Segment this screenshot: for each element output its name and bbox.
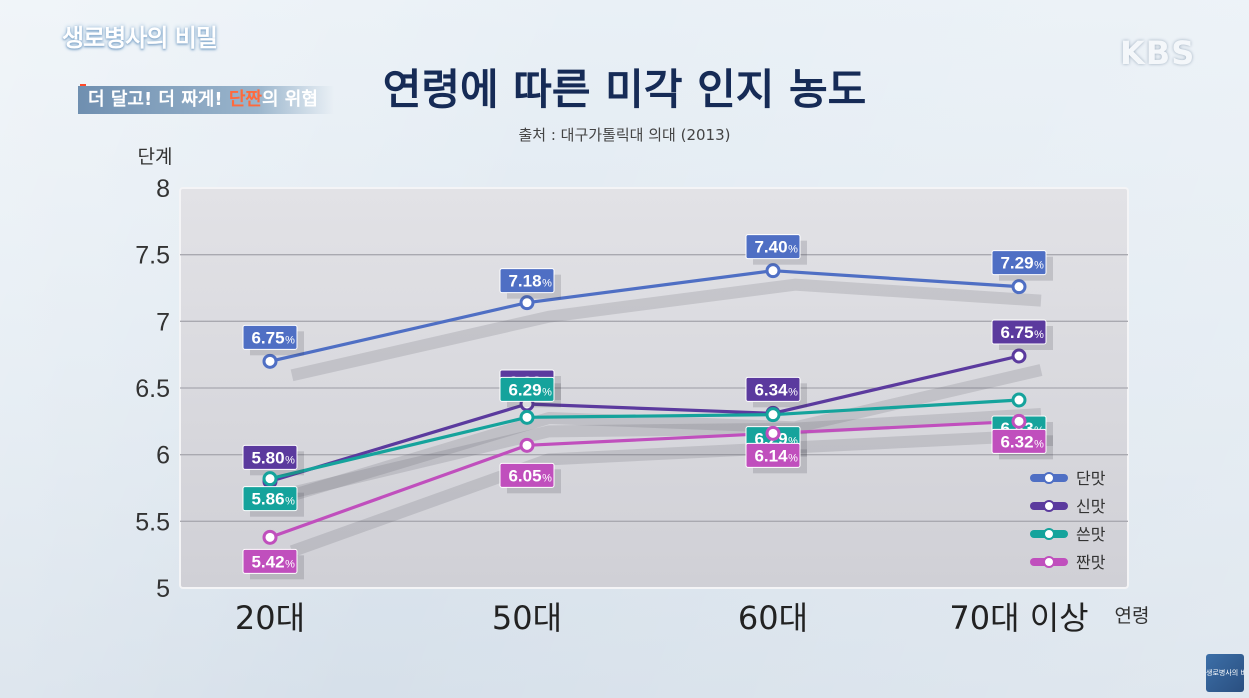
svg-text:%: % (542, 472, 552, 484)
broadcaster-logo: KBS (1120, 34, 1196, 72)
svg-text:%: % (542, 278, 552, 290)
svg-text:5.42: 5.42 (251, 552, 284, 571)
series-line-1 (269, 269, 1020, 363)
data-point (262, 529, 278, 545)
series-shadow-2 (290, 364, 1043, 502)
data-label: 7.18% (499, 268, 561, 299)
legend-label: 쓴맛 (1076, 525, 1106, 544)
svg-text:6.34: 6.34 (754, 380, 788, 399)
legend-label: 단맛 (1076, 469, 1106, 488)
svg-text:6.32: 6.32 (1000, 432, 1033, 451)
legend-label: 신맛 (1076, 497, 1106, 516)
data-point (519, 409, 535, 425)
y-tick-label: 5.5 (135, 508, 170, 536)
svg-text:7.40: 7.40 (754, 238, 787, 257)
svg-text:%: % (1034, 260, 1044, 272)
data-label: 6.34% (745, 376, 807, 408)
data-point (1011, 392, 1027, 408)
svg-text:6.14: 6.14 (754, 446, 788, 465)
y-tick-label: 7 (156, 308, 170, 336)
svg-text:5.86: 5.86 (251, 490, 284, 509)
data-point (765, 425, 781, 441)
y-tick-label: 5 (156, 575, 170, 603)
svg-text:%: % (788, 386, 798, 398)
svg-text:%: % (285, 496, 295, 508)
data-label: 6.29% (499, 376, 561, 408)
x-tick-label: 20대 (235, 599, 305, 637)
y-tick-label: 6.5 (135, 375, 170, 403)
legend-marker (1043, 528, 1055, 540)
legend-label: 짠맛 (1076, 553, 1106, 572)
episode-title: 더 달고! 더 짜게! 단짠의 위협 (78, 86, 334, 114)
svg-text:6.05: 6.05 (508, 466, 541, 485)
svg-text:7.29: 7.29 (1000, 254, 1033, 273)
x-axis-label: 연령 (1115, 605, 1150, 627)
svg-text:%: % (285, 454, 295, 466)
episode-highlight: 단짠 (228, 89, 262, 110)
x-tick-label: 70대 이상 (949, 599, 1088, 637)
y-tick-label: 7.5 (135, 242, 170, 270)
show-logo: 생로병사의 비밀 (62, 24, 218, 52)
data-point (262, 471, 278, 487)
data-label: 5.42% (242, 548, 304, 580)
data-point (519, 437, 535, 453)
data-label: 6.05% (499, 462, 561, 494)
y-axis-label: 단계 (138, 146, 173, 168)
data-label: 6.75% (242, 324, 304, 356)
svg-text:6.75: 6.75 (1000, 323, 1033, 342)
data-label: 7.29% (991, 250, 1053, 281)
series-shadow-3 (290, 408, 1042, 499)
y-tick-label: 6 (156, 442, 170, 470)
svg-text:5.80: 5.80 (251, 448, 284, 467)
data-label: 7.40% (745, 234, 807, 265)
legend-marker (1043, 556, 1055, 568)
series-shadow-4 (289, 429, 1042, 557)
data-point (765, 263, 781, 279)
legend-marker (1043, 500, 1055, 512)
data-point (1011, 348, 1027, 364)
data-point (1011, 413, 1027, 429)
svg-text:%: % (285, 558, 295, 570)
episode-suffix: 의 위협 (261, 89, 318, 110)
data-label: 6.14% (745, 442, 807, 474)
data-point (1011, 279, 1027, 295)
y-tick-label: 8 (156, 175, 170, 203)
svg-text:%: % (285, 334, 295, 346)
svg-text:%: % (788, 244, 798, 256)
episode-prefix: 더 달고! 더 짜게! (88, 89, 229, 110)
data-label: 6.75% (991, 319, 1053, 350)
series-line-2 (269, 354, 1020, 483)
data-label: 5.86% (242, 486, 304, 517)
svg-text:%: % (788, 436, 798, 448)
corner-badge: 생로병사의 비밀 (1206, 654, 1244, 692)
legend-marker (1043, 472, 1055, 484)
svg-text:%: % (1034, 438, 1044, 450)
x-tick-label: 50대 (492, 599, 562, 637)
data-point (262, 353, 278, 369)
svg-text:%: % (542, 386, 552, 398)
data-point (765, 407, 781, 423)
chart-title: 연령에 따른 미각 인지 농도 (382, 65, 867, 114)
svg-text:%: % (788, 452, 798, 464)
series-shadow-1 (290, 278, 1042, 382)
svg-text:7.18: 7.18 (508, 272, 541, 291)
x-tick-label: 60대 (738, 599, 808, 637)
data-label: 5.80% (242, 444, 304, 476)
data-point (519, 295, 535, 311)
svg-text:6.29: 6.29 (508, 380, 541, 399)
series-line-4 (269, 419, 1020, 539)
data-label: 6.32% (991, 428, 1053, 460)
chart-source: 출처 : 대구가톨릭대 의대 (2013) (518, 126, 731, 144)
series-line-3 (269, 398, 1020, 481)
svg-text:6.75: 6.75 (251, 328, 284, 347)
svg-text:%: % (1034, 329, 1044, 341)
